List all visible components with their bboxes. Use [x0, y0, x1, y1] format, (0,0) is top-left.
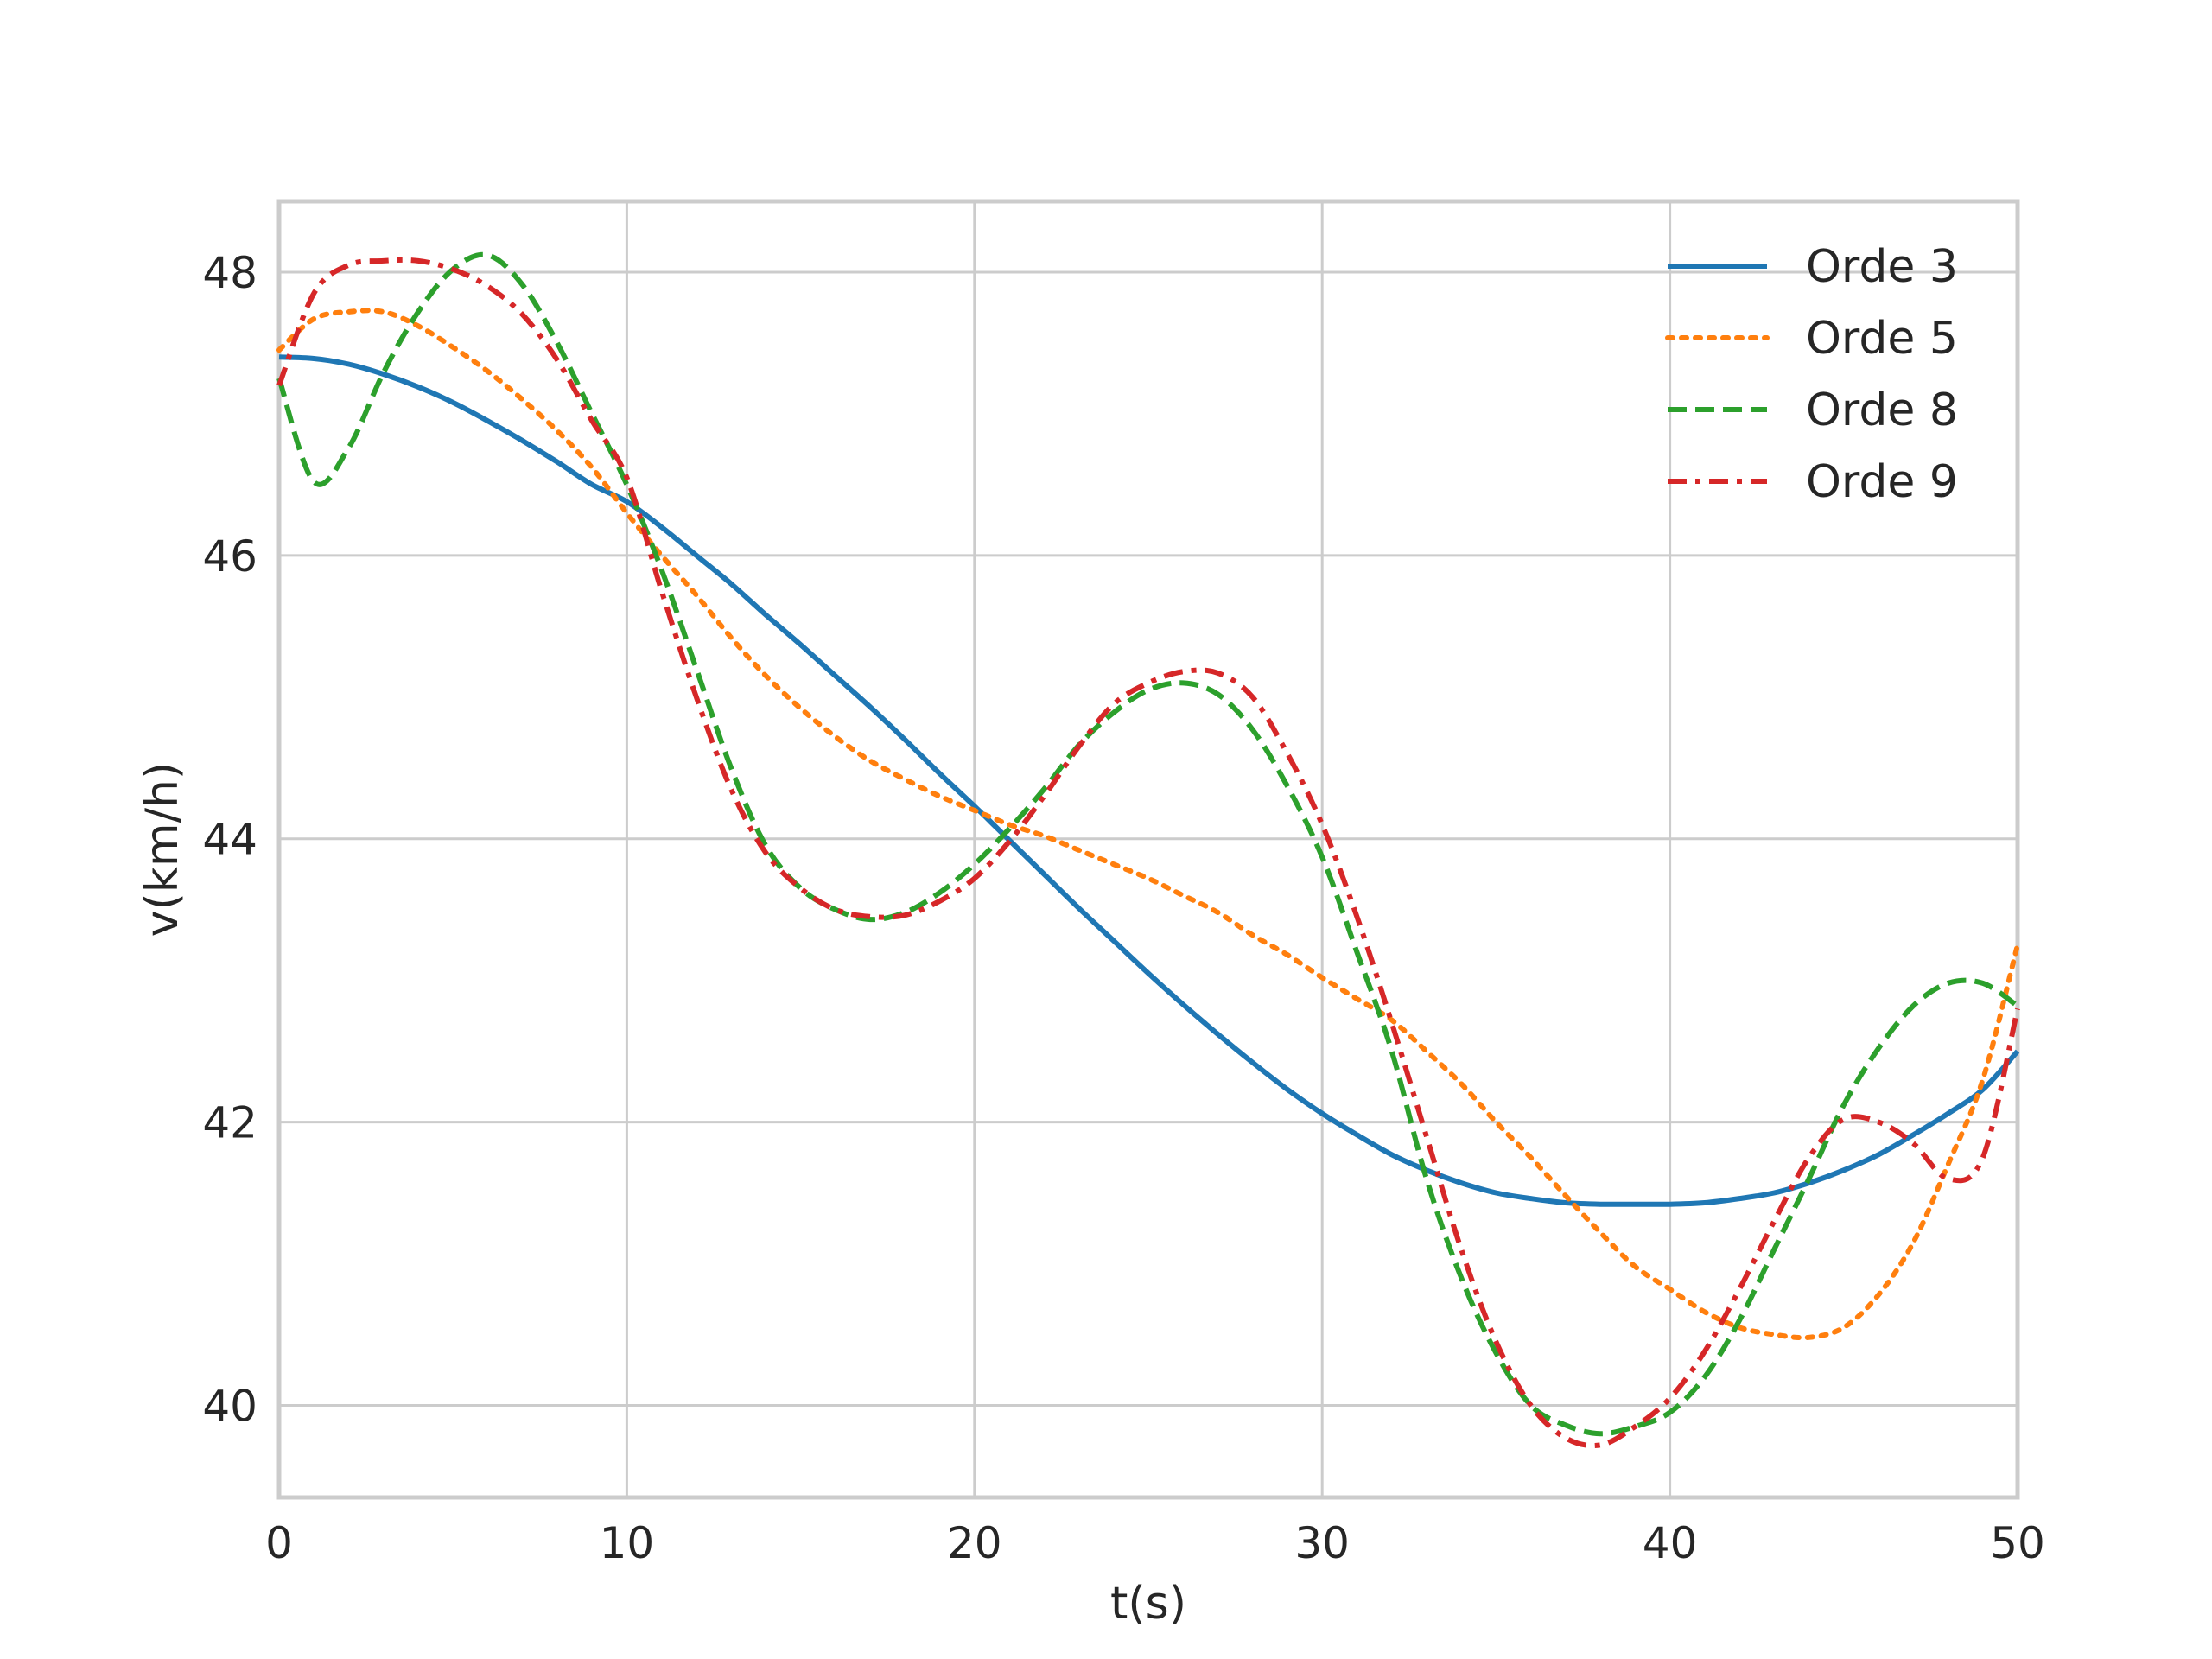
y-tick-label: 44 [202, 815, 257, 865]
x-tick-label: 0 [265, 1518, 293, 1568]
x-tick-label: 10 [600, 1518, 655, 1568]
y-tick-label: 40 [202, 1381, 257, 1431]
y-tick-label: 42 [202, 1098, 257, 1148]
x-tick-label: 30 [1294, 1518, 1350, 1568]
series-line-3 [276, 251, 2019, 1437]
y-tick-label: 46 [202, 531, 257, 582]
x-tick-label: 40 [1643, 1518, 1698, 1568]
y-axis-label: v(km/h) [137, 762, 188, 938]
plot-frame [276, 199, 2020, 1500]
series-line-4 [276, 257, 2020, 1449]
grid [277, 201, 2019, 1497]
y-tick-label: 48 [202, 248, 257, 298]
series-line-2 [276, 308, 2020, 1341]
legend-label: Orde 3 [1806, 241, 1958, 293]
series-line-1 [278, 354, 2020, 1207]
legend-label: Orde 8 [1806, 385, 1958, 436]
legend: Orde 3 Orde 5 Orde 8 Orde 9 [1665, 241, 1958, 508]
legend-label: Orde 5 [1806, 313, 1958, 365]
x-tick-label: 20 [947, 1518, 1002, 1568]
x-tick-label: 50 [1990, 1518, 2045, 1568]
series-lines [276, 251, 2020, 1449]
tick-labels: 0 10 20 30 40 50 40 42 44 46 48 [202, 248, 2044, 1568]
legend-label: Orde 9 [1806, 456, 1958, 508]
x-axis-label: t(s) [1110, 1578, 1186, 1630]
